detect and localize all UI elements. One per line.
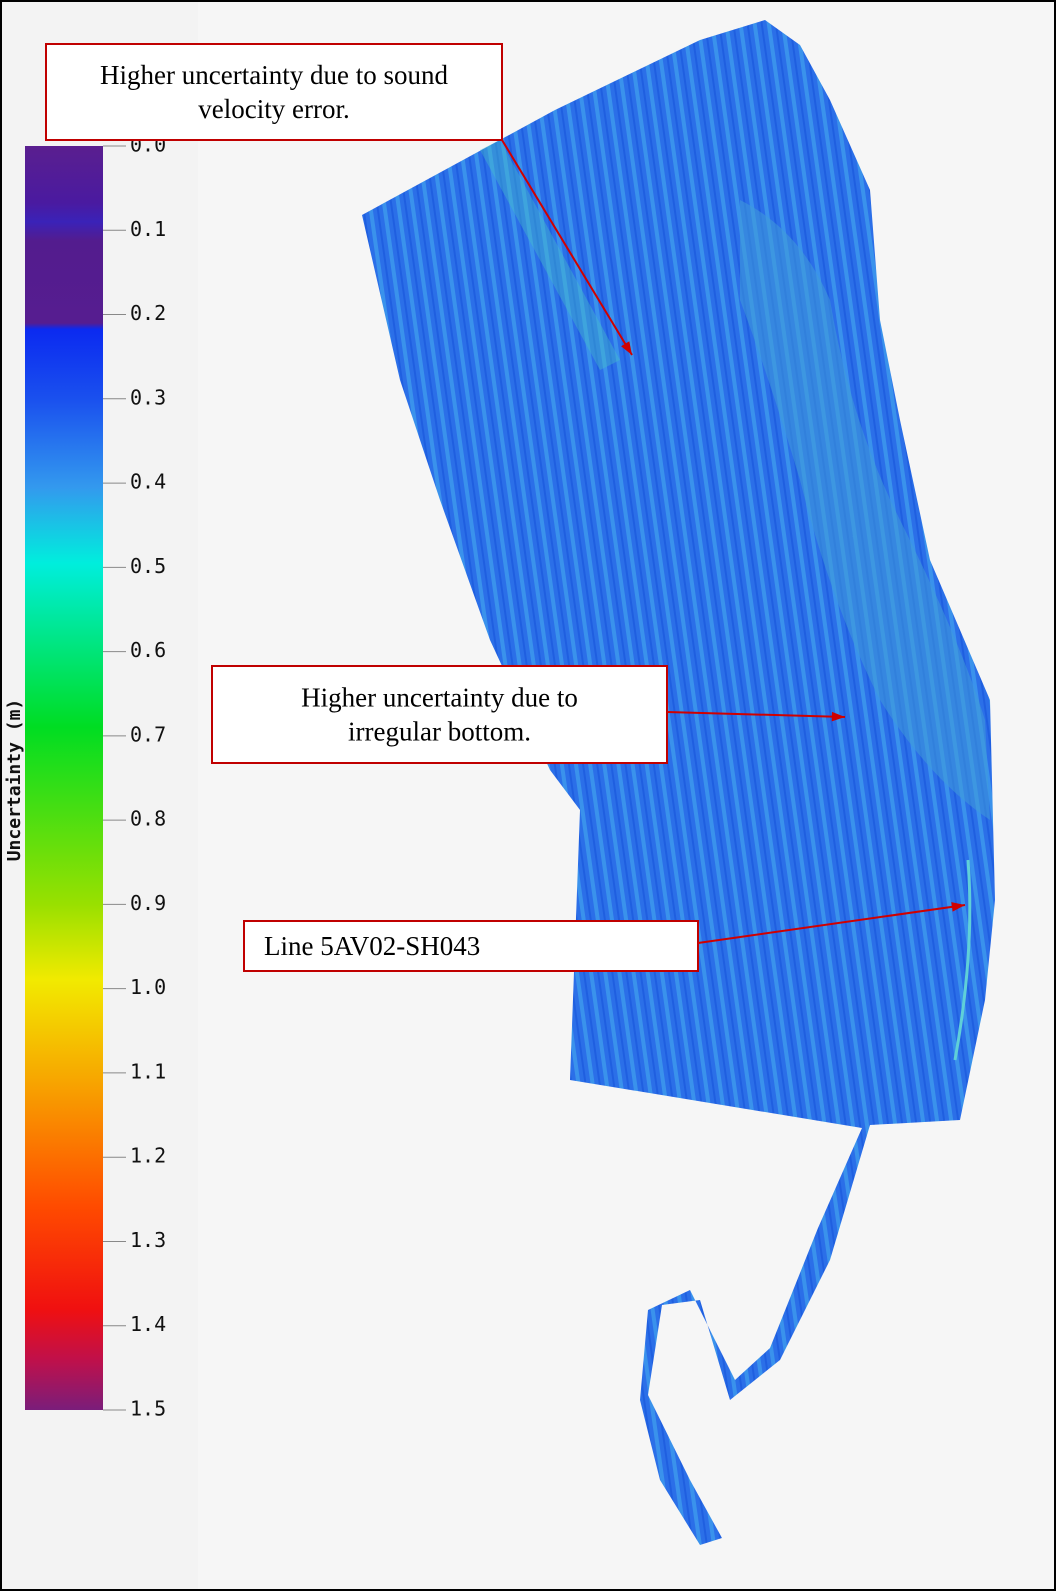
tick-label: 0.2 [130,301,166,325]
tick-label: 0.4 [130,470,166,494]
tick-label: 1.5 [130,1397,166,1421]
tick-label: 0.1 [130,217,166,241]
callout-text: Line 5AV02-SH043 [264,931,480,961]
callout-text: irregular bottom. [348,717,531,747]
tick-label: 1.0 [130,975,166,999]
colorbar-gradient [25,146,103,1410]
tick-label: 0.5 [130,554,166,578]
tick-label: 0.8 [130,807,166,831]
tick-label: 1.2 [130,1144,166,1168]
colorbar-label: Uncertainty (m) [4,699,25,862]
callout-text: Higher uncertainty due to [301,683,578,713]
callout-box [212,666,667,763]
callout-text: velocity error. [198,94,349,124]
tick-label: 0.7 [130,722,166,746]
callout-box [46,44,502,140]
figure: Uncertainty (m) 0.00.10.20.30.40.50.60.7… [0,0,1056,1591]
tick-label: 0.3 [130,385,166,409]
tick-label: 1.4 [130,1312,166,1336]
tick-label: 0.9 [130,891,166,915]
callout-text: Higher uncertainty due to sound [100,60,448,90]
tick-label: 1.3 [130,1228,166,1252]
tick-label: 1.1 [130,1059,166,1083]
tick-label: 0.6 [130,638,166,662]
page: Uncertainty (m) 0.00.10.20.30.40.50.60.7… [0,0,1056,1591]
